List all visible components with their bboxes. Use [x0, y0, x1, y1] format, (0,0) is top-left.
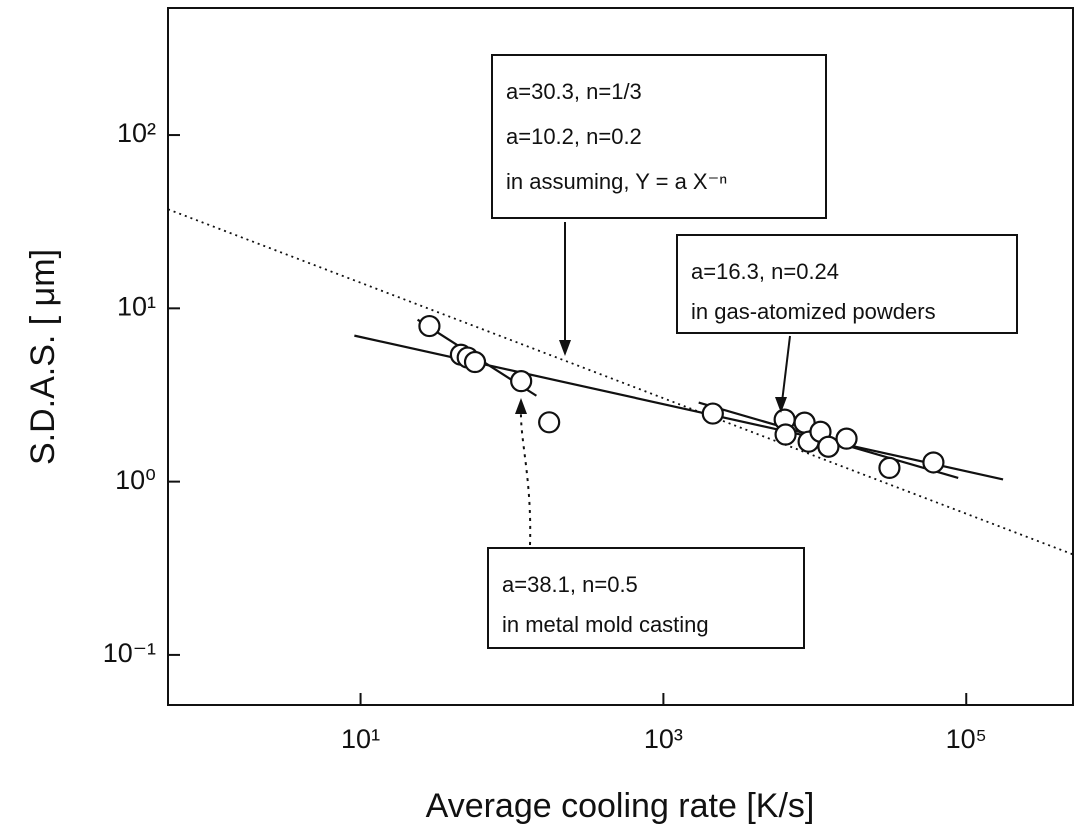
annotation-box — [487, 547, 805, 649]
arrow-head — [559, 340, 571, 356]
annotation-arrow — [781, 335, 791, 403]
annotation-text: in gas-atomized powders — [691, 299, 936, 324]
annotation-box — [676, 234, 1018, 334]
annotation-arrow — [519, 409, 532, 546]
data-point — [538, 411, 561, 434]
arrow-head — [515, 398, 527, 414]
x-tick-label: 10³ — [644, 724, 683, 754]
data-point — [463, 350, 487, 374]
x-tick-label: 10⁵ — [946, 724, 987, 754]
annotation-box — [491, 54, 827, 219]
x-axis-title: Average cooling rate [K/s] — [426, 787, 815, 825]
data-point — [701, 402, 724, 425]
data-point — [774, 423, 797, 446]
plot-frame — [167, 7, 1074, 706]
y-axis-title: S.D.A.S. [ μm] — [24, 249, 62, 465]
annotation-text: a=10.2, n=0.2 — [506, 124, 642, 149]
annotation-text: in assuming, Y = a X⁻ⁿ — [506, 169, 727, 194]
arrow-head — [775, 397, 787, 413]
y-tick-label: 10² — [117, 118, 156, 148]
annotation-text: in metal mold casting — [502, 612, 709, 637]
data-point — [817, 435, 840, 458]
data-point — [922, 451, 945, 474]
annotation-text: a=30.3, n=1/3 — [506, 79, 642, 104]
annotation-text: a=38.1, n=0.5 — [502, 572, 638, 597]
data-point — [418, 314, 441, 338]
annotation-text: a=16.3, n=0.24 — [691, 259, 839, 284]
data-point — [510, 370, 533, 393]
y-tick-label: 10⁰ — [115, 465, 156, 495]
y-tick-label: 10⁻¹ — [103, 638, 156, 668]
data-point — [835, 427, 858, 450]
y-tick-label: 10¹ — [117, 291, 156, 321]
data-point — [878, 456, 901, 480]
x-tick-label: 10¹ — [341, 724, 380, 754]
